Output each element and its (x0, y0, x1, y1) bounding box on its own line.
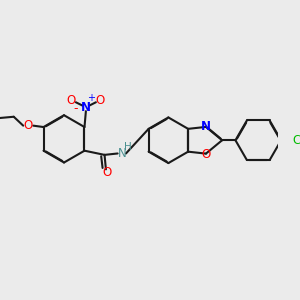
Text: H: H (124, 142, 132, 152)
Text: N: N (117, 147, 126, 160)
Text: -: - (73, 102, 78, 115)
Text: N: N (201, 120, 211, 133)
Text: O: O (67, 94, 76, 107)
Text: N: N (81, 100, 91, 113)
Text: O: O (96, 94, 105, 107)
Text: O: O (201, 148, 211, 161)
Text: O: O (103, 166, 112, 179)
Text: O: O (24, 119, 33, 132)
Text: +: + (87, 93, 94, 103)
Text: Cl: Cl (292, 134, 300, 147)
